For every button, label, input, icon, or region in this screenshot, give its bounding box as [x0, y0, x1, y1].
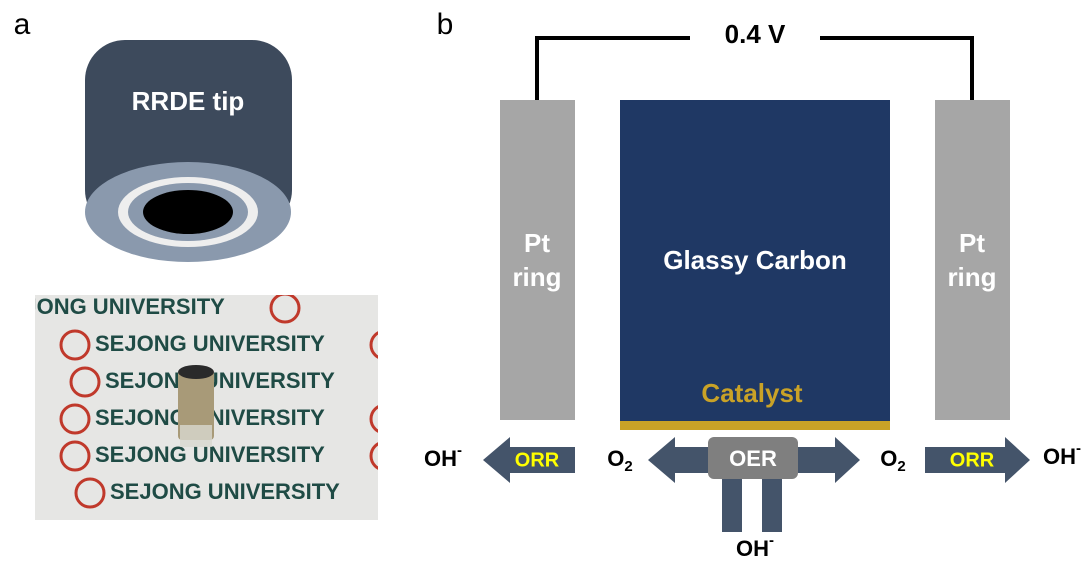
wire — [820, 38, 972, 100]
photo-text: SEJONG UNIVERSITY — [110, 479, 340, 504]
pt-ring-label: Pt — [524, 228, 550, 258]
photo-text: SEJONG UNIVERSITY — [95, 331, 325, 356]
oxygen: O2 — [607, 446, 632, 475]
pt-ring — [935, 100, 1010, 420]
rrde-tip-drawing — [85, 40, 292, 262]
panel-label: b — [437, 8, 454, 41]
oxygen: O2 — [880, 446, 905, 475]
panel-label: a — [14, 8, 31, 41]
hydroxide: OH- — [424, 442, 462, 471]
hydroxide: OH- — [1043, 440, 1081, 469]
pt-ring-label: Pt — [959, 228, 985, 258]
pt-ring-label: ring — [512, 262, 561, 292]
pt-ring-label: ring — [947, 262, 996, 292]
figure: a RRDE tip SEJONG UNIVERSITYSEJONG UNIVE… — [0, 0, 1086, 563]
pt-ring — [500, 100, 575, 420]
glassy-carbon-label: Glassy Carbon — [663, 245, 847, 275]
oer-label: OER — [729, 446, 777, 471]
photo-text: SEJONG UNIVERSITY — [0, 294, 225, 319]
hydroxide: OH- — [736, 532, 774, 561]
catalyst-label: Catalyst — [701, 378, 802, 408]
voltage: 0.4 V — [725, 19, 786, 49]
seal — [386, 479, 414, 507]
wire — [537, 38, 690, 100]
orr-label: ORR — [950, 449, 995, 471]
tip-label: RRDE tip — [132, 86, 245, 116]
orr-label: ORR — [515, 449, 560, 471]
catalyst-layer — [620, 421, 890, 430]
photo: SEJONG UNIVERSITY SEJONG UNIVERSITY SEJONG… — [0, 294, 414, 520]
seal — [381, 368, 409, 396]
photo-text: SEJONG UNIVERSITY — [105, 368, 335, 393]
